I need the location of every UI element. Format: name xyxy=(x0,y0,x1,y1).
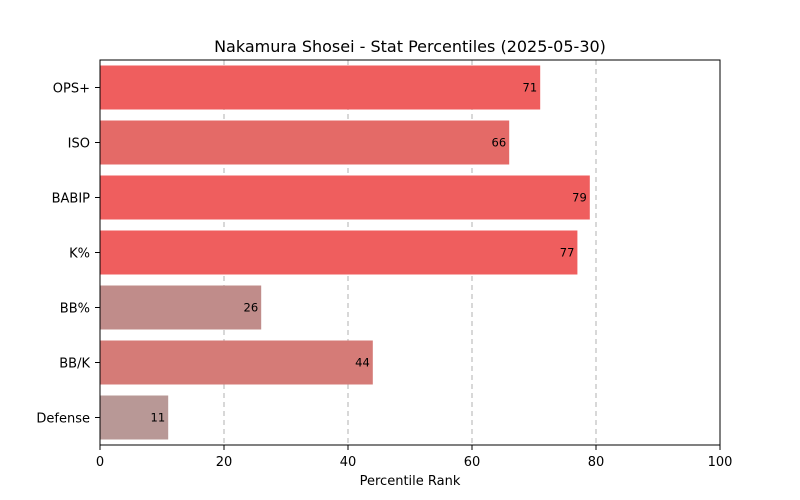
x-tick-label: 100 xyxy=(708,455,733,470)
bar xyxy=(100,395,169,440)
bar-value-label: 11 xyxy=(151,411,166,425)
bar xyxy=(100,120,510,165)
bar-value-label: 77 xyxy=(560,246,575,260)
bar-value-label: 66 xyxy=(492,136,507,150)
bar-value-label: 26 xyxy=(244,301,259,315)
x-tick-label: 0 xyxy=(96,455,104,470)
bar-value-label: 44 xyxy=(355,356,370,370)
x-tick-label: 20 xyxy=(216,455,233,470)
data-labels: 71 66 79 77 26 44 11 xyxy=(151,81,587,425)
y-tick-label: BB/K xyxy=(59,357,90,372)
y-tick-label: Defense xyxy=(36,412,90,427)
bars xyxy=(100,65,590,440)
y-tick-label: ISO xyxy=(68,137,90,152)
bar xyxy=(100,65,541,110)
y-tick-label: BB% xyxy=(60,302,90,317)
y-tick-label: BABIP xyxy=(52,192,91,207)
bar xyxy=(100,230,578,275)
x-tick-label: 40 xyxy=(340,455,357,470)
x-tick-label: 80 xyxy=(588,455,605,470)
bar xyxy=(100,340,373,385)
y-tick-label: K% xyxy=(69,247,90,262)
bar-value-label: 79 xyxy=(572,191,587,205)
bar xyxy=(100,175,590,220)
bar xyxy=(100,285,262,330)
y-tick-label: OPS+ xyxy=(53,82,90,97)
x-tick-label: 60 xyxy=(464,455,481,470)
chart-title: Nakamura Shosei - Stat Percentiles (2025… xyxy=(214,37,606,56)
y-axis: OPS+ ISO BABIP K% BB% BB/K Defense xyxy=(36,82,100,427)
x-axis-label: Percentile Rank xyxy=(360,474,461,489)
bar-value-label: 71 xyxy=(523,81,538,95)
x-axis: 0 20 40 60 80 100 xyxy=(96,445,733,470)
